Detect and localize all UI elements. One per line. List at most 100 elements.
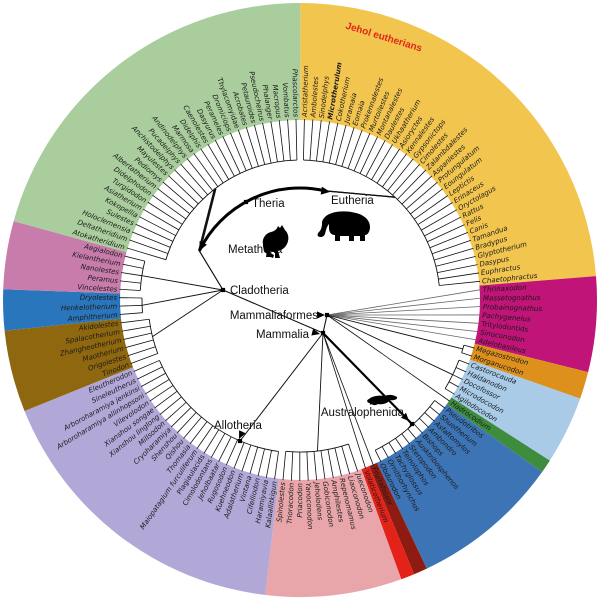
outgroup-branch [326, 314, 479, 333]
branch [334, 447, 342, 477]
branch [309, 119, 314, 161]
branch [461, 352, 473, 357]
australophenida-branch [322, 332, 413, 425]
single-branch [322, 332, 367, 469]
branch [401, 433, 410, 445]
tip-label-group: Trioracodon [286, 483, 296, 525]
clade-connector [198, 188, 217, 252]
branch [225, 439, 238, 466]
branch [214, 139, 235, 177]
spine [198, 250, 224, 291]
kangaroo-silhouette [262, 225, 289, 258]
branch [444, 388, 455, 395]
branch [327, 449, 334, 478]
tip-label-group: Probainognathus [483, 303, 543, 313]
tip-label-group: Spinolestes [275, 482, 287, 523]
branch [196, 425, 214, 449]
branch [458, 359, 470, 365]
tip-label: Probainognathus [483, 303, 543, 313]
outgroup-branch [326, 297, 482, 316]
clade-label-theria: Theria [252, 198, 285, 210]
branch [174, 169, 204, 200]
branch [149, 385, 174, 402]
branch [353, 132, 371, 172]
branch [165, 401, 187, 422]
branch [452, 374, 463, 380]
branch [176, 412, 197, 434]
elephant-icon [317, 211, 370, 241]
branch [249, 446, 259, 475]
branch [135, 223, 174, 242]
tip-label: Massetognathus [483, 294, 541, 303]
sector-australosphenidans [376, 404, 543, 569]
clade-label-eutheria: Eutheria [331, 195, 374, 207]
branch [434, 247, 474, 261]
node-dot [320, 330, 326, 336]
tip-label: Peramus [87, 274, 119, 285]
sector-stem-zatherians [3, 221, 127, 294]
branch [387, 158, 414, 192]
branch [127, 346, 156, 357]
sector-morganucodontans [469, 343, 589, 399]
branch [245, 127, 259, 167]
tip-label: Thrinaxodon [482, 283, 526, 293]
tip-label-group: Yanoconodon [304, 483, 314, 530]
branch [424, 412, 435, 422]
branch [320, 450, 326, 480]
branch [183, 416, 202, 439]
branch [189, 421, 208, 445]
tip-label-group: Phascolarctos [290, 69, 299, 118]
node-dot [243, 199, 249, 205]
branch [437, 264, 478, 274]
tip-label: Henkelotherium [61, 303, 118, 313]
branch [168, 175, 199, 205]
kangaroo-icon [262, 225, 289, 258]
branch [316, 120, 322, 162]
clade-connector [141, 275, 224, 291]
branch [152, 194, 187, 220]
branch [180, 163, 208, 196]
tip-label: Phascolarctos [290, 69, 299, 118]
eutheria-arrowhead [320, 186, 331, 195]
tip-label: Macropus [271, 84, 283, 119]
branch [121, 272, 142, 277]
branch [124, 255, 145, 262]
branch [200, 148, 224, 184]
sector-allotherians [24, 367, 279, 595]
kangaroo-icon [263, 241, 274, 258]
branch [140, 372, 166, 387]
branch [406, 181, 438, 210]
branch [365, 140, 386, 177]
branch [448, 381, 459, 388]
node-dot [409, 421, 415, 427]
metatheria-arrowhead [199, 241, 207, 251]
branch [119, 280, 141, 284]
branch [133, 360, 160, 372]
clade-arc-docodontans [444, 360, 460, 389]
tip-label: Vombatus [281, 82, 291, 118]
branch [253, 124, 266, 165]
tip-label: Dryolestes [80, 294, 118, 302]
branch [435, 256, 476, 267]
tip-label-group: Priacodon [296, 483, 304, 518]
single-branch [322, 332, 374, 466]
branch [306, 451, 309, 481]
branch [388, 442, 397, 454]
tip-label-group: Thrinaxodon [482, 283, 526, 293]
mammaliaformes-arrow [317, 311, 325, 319]
branch [257, 448, 265, 477]
sector-symmetrodonts [4, 318, 134, 411]
tip-label: Spinolestes [275, 482, 287, 523]
tip-label-group: Peramus [87, 274, 119, 285]
branch [237, 129, 253, 169]
spine [222, 289, 324, 334]
branch [265, 450, 272, 478]
spine [322, 314, 328, 334]
branch [125, 339, 154, 349]
branch [427, 224, 465, 243]
branch [123, 332, 152, 340]
tip-label: Yanoconodon [304, 483, 314, 530]
branch [282, 451, 287, 481]
